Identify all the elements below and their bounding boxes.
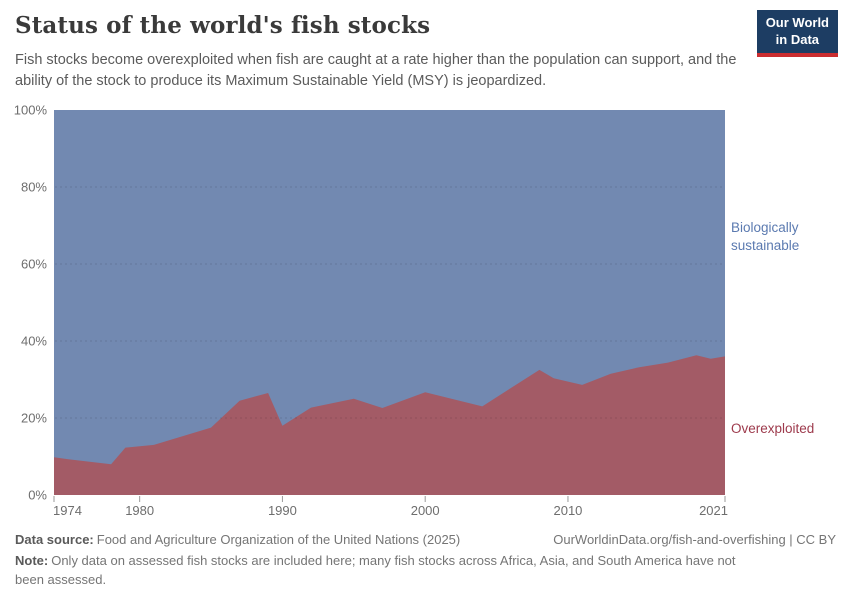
chart-title: Status of the world's fish stocks [15, 12, 431, 39]
data-source: Data source: Food and Agriculture Organiz… [15, 531, 460, 549]
chart-note: Note: Only data on assessed fish stocks a… [15, 552, 763, 589]
x-axis-label-1980: 1980 [125, 503, 154, 518]
series-label-overexploited: Overexploited [731, 421, 815, 436]
owid-logo-line2: in Data [775, 31, 820, 47]
note-text: Only data on assessed fish stocks are in… [15, 553, 736, 587]
x-axis-label-1974: 1974 [53, 503, 82, 518]
chart-header: Status of the world's fish stocks Fish s… [15, 12, 755, 91]
y-axis-label-60: 60% [21, 257, 47, 272]
y-axis-label-80: 80% [21, 180, 47, 195]
y-axis-label-40: 40% [21, 334, 47, 349]
data-source-label: Data source: [15, 532, 94, 547]
chart-subtitle: Fish stocks become overexploited when fi… [15, 52, 737, 89]
chart-footer: Data source: Food and Agriculture Organiz… [15, 531, 836, 589]
x-axis-label-1990: 1990 [268, 503, 297, 518]
owid-url-link[interactable]: OurWorldinData.org/fish-and-overfishing … [553, 532, 836, 547]
x-axis-label-2021: 2021 [699, 503, 728, 518]
owid-logo[interactable]: Our World in Data [756, 10, 838, 57]
stacked-area-chart: 0% 20% 40% 60% 80% 100% 1974 1980 1990 2000 2010 20… [14, 103, 728, 519]
owid-logo-line1: Our World [765, 15, 829, 30]
y-axis-label-100: 100% [14, 103, 48, 118]
footer-source-row: Data source: Food and Agriculture Organiz… [15, 531, 836, 549]
y-axis-label-0: 0% [28, 488, 47, 503]
note-label: Note: [15, 553, 49, 569]
series-label-biologically-sustainable: Biologically sustainable [731, 220, 800, 253]
data-source-text: Food and Agriculture Organization of the… [96, 532, 461, 547]
x-axis-label-2000: 2000 [411, 503, 440, 518]
area-overexploited [54, 355, 725, 495]
y-axis-label-20: 20% [21, 411, 47, 426]
x-axis-label-2010: 2010 [553, 503, 582, 518]
